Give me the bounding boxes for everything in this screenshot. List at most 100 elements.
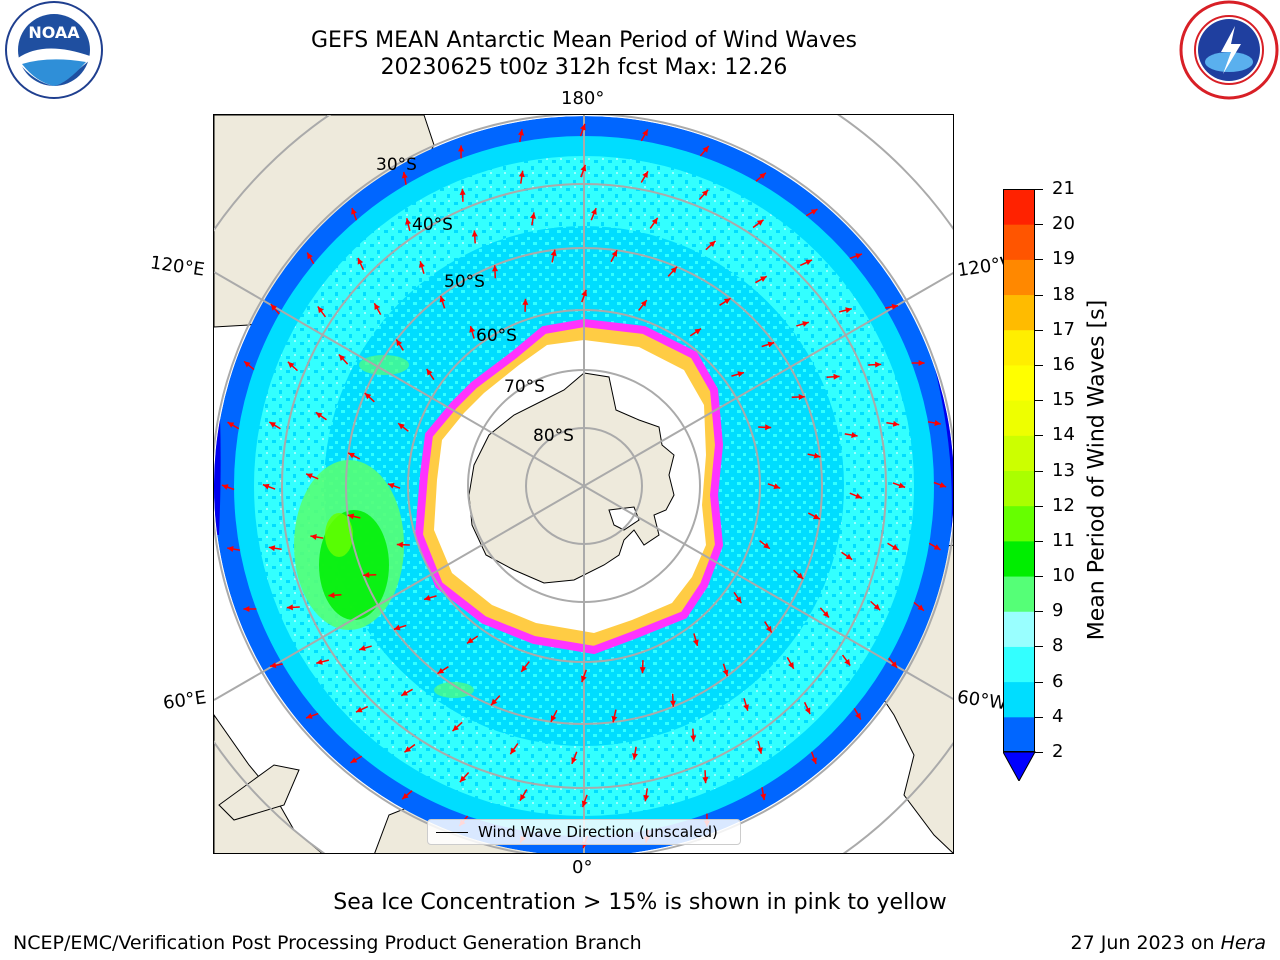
wind-arrow-head	[756, 219, 764, 226]
wind-arrow-head	[765, 424, 772, 431]
wind-arrow-head	[363, 572, 370, 578]
wind-arrow-head	[315, 412, 323, 419]
wind-arrow-head	[833, 373, 840, 380]
wind-arrows	[221, 123, 947, 849]
colorbar-tick-mark	[1035, 505, 1043, 507]
colorbar-tick-mark	[1035, 400, 1043, 402]
wind-arrow-head	[651, 217, 658, 225]
colorbar-tick-label: 9	[1052, 600, 1064, 622]
wind-arrow-head	[580, 123, 586, 131]
colorbar-band	[1003, 716, 1035, 753]
colorbar-tick-mark	[1035, 470, 1043, 472]
wind-arrow-head	[891, 544, 899, 550]
wind-arrow-head	[306, 713, 313, 719]
wind-arrow-head	[640, 300, 647, 307]
wind-arrow-head	[737, 371, 744, 378]
wind-arrow-head	[933, 544, 941, 550]
land-madagascar	[218, 764, 300, 821]
wind-arrow-head	[439, 295, 446, 303]
wind-arrow-head	[469, 326, 476, 333]
wind-arrow-head	[845, 307, 852, 314]
wind-arrow-head	[401, 171, 408, 179]
lat-label-60s: 60°S	[476, 326, 517, 346]
wind-arrow-head	[426, 368, 433, 376]
wind-arrow-head	[581, 800, 588, 808]
wind-arrow-head	[722, 669, 729, 677]
wind-arrow-head	[917, 604, 924, 611]
wind-arrow-head	[530, 212, 536, 219]
colorbar-tick-label: 11	[1052, 529, 1075, 551]
wind-arrow-head	[393, 624, 401, 631]
colorbar-tick-label: 13	[1052, 459, 1075, 481]
polar-map-svg: 30°S 40°S 50°S 60°S 70°S 80°S	[214, 115, 953, 853]
legend-line	[436, 832, 468, 833]
colorbar-band	[1003, 224, 1035, 260]
wind-arrow-head	[813, 513, 820, 520]
wind-arrow-head	[796, 572, 804, 579]
wind-arrow-head	[670, 266, 677, 274]
wind-arrow-head	[405, 218, 412, 225]
wind-arrow-head	[692, 639, 699, 646]
wind-arrow-head	[402, 792, 409, 800]
colorbar-tick-mark	[1035, 189, 1043, 190]
wind-arrow-head	[269, 662, 277, 669]
wind-arrow-head	[374, 303, 380, 310]
wind-arrow-head	[892, 420, 900, 427]
wind-arrow-head	[262, 483, 270, 490]
wind-arrow-head	[759, 172, 766, 180]
wind-arrow-head	[521, 665, 528, 672]
wind-arrow-head	[359, 645, 366, 651]
wind-arrow-head	[873, 603, 881, 611]
footer-machine: Hera	[1220, 932, 1266, 954]
colorbar-band	[1003, 294, 1035, 331]
title-line-1: GEFS MEAN Antarctic Mean Period of Wind …	[311, 28, 857, 53]
wind-arrow-head	[813, 452, 821, 459]
lat-label-40s: 40°S	[412, 215, 453, 235]
wind-arrow-head	[760, 793, 767, 801]
wind-arrow-head	[404, 746, 412, 753]
lat-label-50s: 50°S	[444, 272, 485, 292]
wind-arrow-head	[822, 611, 830, 618]
wind-arrow-head	[890, 661, 898, 668]
wind-arrow-head	[805, 259, 813, 266]
colorbar-tick-label: 12	[1052, 494, 1075, 516]
colorbar-tick-label: 8	[1052, 635, 1064, 657]
wind-arrow-head	[510, 747, 517, 755]
wind-arrow-head	[419, 261, 425, 268]
nws-logo	[1179, 0, 1279, 100]
wind-arrow-head	[396, 339, 403, 347]
wind-arrow-head	[810, 209, 818, 215]
colorbar-tick-label: 15	[1052, 389, 1075, 411]
wind-arrow-head	[763, 542, 770, 549]
wind-arrow-head	[317, 306, 324, 314]
wind-arrow-head	[437, 667, 445, 674]
colorbar-tick-label: 21	[1052, 178, 1075, 199]
lat-label-80s: 80°S	[533, 426, 574, 446]
wind-arrow-head	[773, 483, 781, 489]
lon-label-0: 0°	[572, 857, 593, 878]
colorbar-tick-mark	[1035, 752, 1043, 753]
wind-arrow-head	[270, 304, 278, 311]
wind-arrow-head	[844, 658, 851, 666]
wind-arrow-head	[639, 667, 646, 674]
lon-label-60e: 60°E	[161, 687, 208, 714]
wind-arrow-head	[459, 188, 466, 195]
colorbar-tick-mark	[1035, 294, 1043, 296]
colorbar-tick-label: 18	[1052, 283, 1075, 305]
wind-arrow-head	[798, 394, 805, 400]
wind-arrow-head	[518, 170, 525, 178]
colorbar-tick-mark	[1035, 646, 1043, 648]
colorbar-tick-mark	[1035, 259, 1043, 261]
wind-arrow-head	[306, 473, 313, 479]
colorbar-band	[1003, 646, 1035, 683]
wind-arrow-head	[355, 706, 363, 713]
wind-arrow-head	[458, 145, 465, 152]
wind-arrow-head	[307, 252, 313, 260]
colorbar-tick-mark	[1035, 540, 1043, 542]
wind-arrow-head	[357, 257, 364, 265]
wind-arrow-head	[855, 493, 862, 499]
wind-arrow-head	[643, 794, 650, 802]
wind-arrow-head	[348, 452, 355, 459]
wind-arrow-head	[845, 553, 853, 560]
wind-arrow-head	[743, 704, 749, 711]
